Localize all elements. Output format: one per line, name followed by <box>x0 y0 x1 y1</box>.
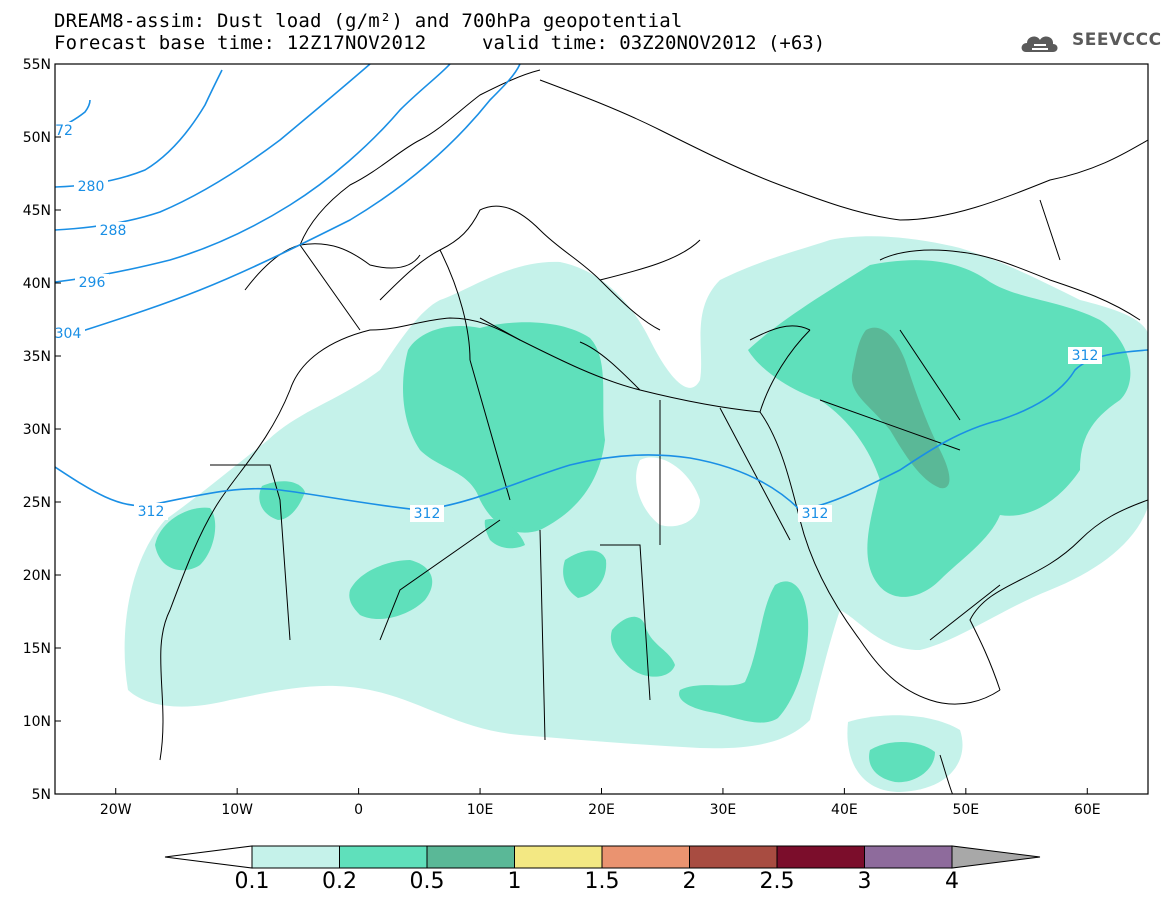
lon-label: 60E <box>1074 802 1101 818</box>
colorbar-label: 2 <box>682 869 697 894</box>
colorbar-swatch <box>689 845 778 869</box>
lon-label: 30E <box>710 802 737 818</box>
colorbar-high-arrow <box>951 845 1041 869</box>
lat-label: 15N <box>23 641 51 657</box>
lat-label: 50N <box>23 130 51 146</box>
colorbar-swatch <box>339 845 428 869</box>
contour-label-312-ne: 312 <box>1072 348 1099 364</box>
lat-label: 10N <box>23 714 51 730</box>
lat-label: 45N <box>23 203 51 219</box>
axis-ticks: 55N 50N 45N 40N 35N 30N 25N 20N 15N 10N 5N 20W 10W 0 1… <box>23 57 1101 818</box>
lon-label: 40E <box>831 802 858 818</box>
lat-label: 30N <box>23 422 51 438</box>
lat-label: 55N <box>23 57 51 73</box>
lat-label: 25N <box>23 495 51 511</box>
logo-text: SEEVCCC <box>1072 30 1162 50</box>
lat-label: 35N <box>23 349 51 365</box>
contour-label-312-w: 312 <box>138 504 165 520</box>
lat-label: 5N <box>32 787 51 803</box>
colorbar-label: 3 <box>857 869 872 894</box>
lon-label: 50E <box>952 802 979 818</box>
colorbar-swatch <box>426 845 515 869</box>
lon-label: 10E <box>467 802 494 818</box>
colorbar-swatch <box>601 845 690 869</box>
valid-time: valid time: 03Z20NOV2012 (+63) <box>482 32 826 54</box>
lon-label: 20W <box>100 802 132 818</box>
map-layers: 312 312 312 312 304 296 288 280 72 <box>55 64 1148 794</box>
forecast-base-time: Forecast base time: 12Z17NOV2012 <box>54 32 427 54</box>
cloud-logo-icon <box>1021 36 1058 52</box>
colorbar-label: 1 <box>507 869 522 894</box>
dust-level-0.2 <box>155 260 1131 783</box>
contour-label-312-e: 312 <box>802 506 829 522</box>
colorbar-swatch <box>864 845 953 869</box>
coastlines <box>159 69 1148 794</box>
colorbar <box>164 845 1041 869</box>
colorbar-swatch <box>514 845 603 869</box>
contour-labels: 312 312 312 312 304 296 288 280 72 <box>55 122 1102 522</box>
colorbar-label: 0.5 <box>409 869 445 894</box>
lat-label: 40N <box>23 276 51 292</box>
map-title: DREAM8-assim: Dust load (g/m²) and 700hP… <box>54 10 683 32</box>
colorbar-swatch <box>776 845 865 869</box>
colorbar-label: 1.5 <box>584 869 620 894</box>
lon-label: 10W <box>221 802 253 818</box>
contour-label-304: 304 <box>55 326 82 342</box>
contour-label-280: 280 <box>78 179 105 195</box>
colorbar-low-arrow <box>164 845 253 869</box>
colorbar-swatch <box>251 845 340 869</box>
lat-label: 20N <box>23 568 51 584</box>
contour-label-296: 296 <box>79 275 106 291</box>
colorbar-label: 4 <box>945 869 959 894</box>
colorbar-label: 2.5 <box>759 869 795 894</box>
contour-label-272: 72 <box>55 123 73 139</box>
dust-level-0.5 <box>851 327 950 489</box>
colorbar-label: 0.1 <box>234 869 270 894</box>
contour-label-288: 288 <box>100 223 127 239</box>
colorbar-label: 0.2 <box>322 869 357 894</box>
lon-label: 0 <box>354 802 363 818</box>
contour-label-312-c: 312 <box>414 506 441 522</box>
lon-label: 20E <box>588 802 615 818</box>
